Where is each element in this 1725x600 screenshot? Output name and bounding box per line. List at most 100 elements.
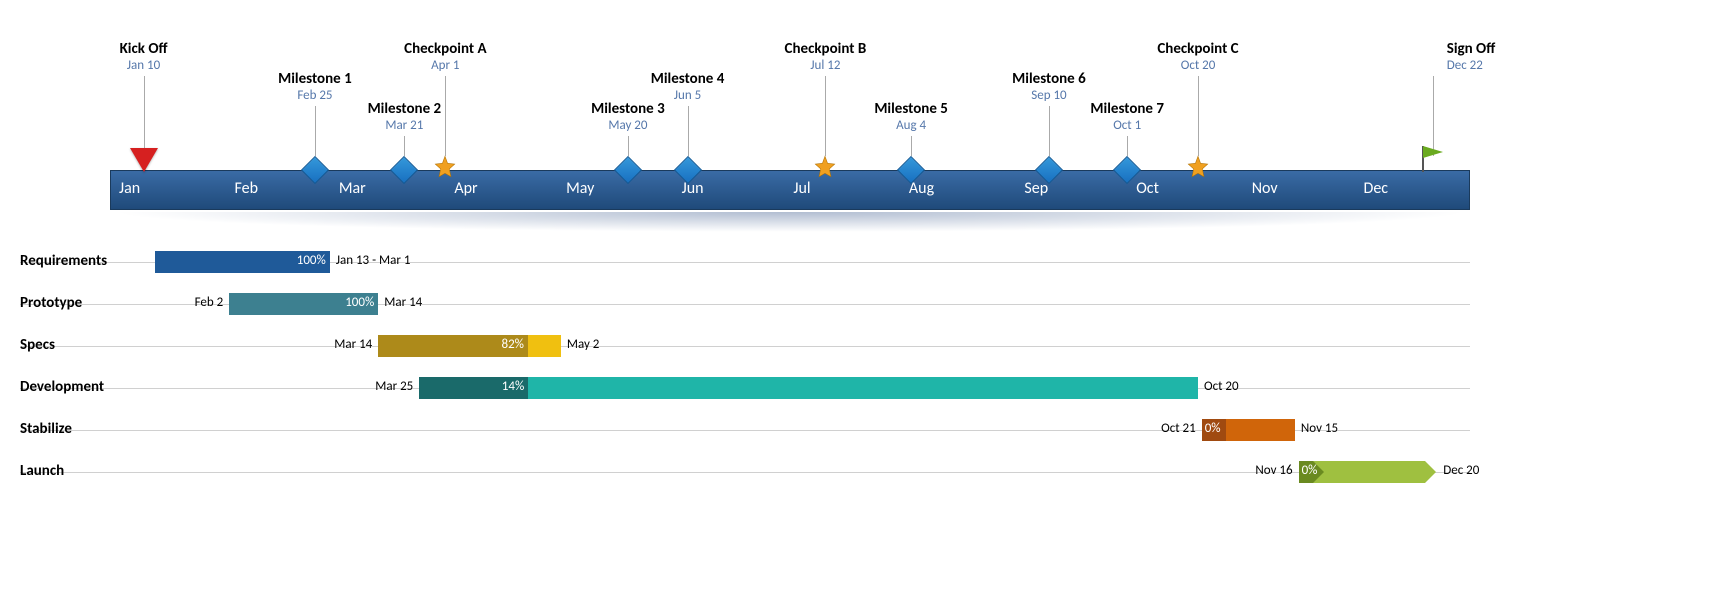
milestone-date: Aug 4 xyxy=(874,118,948,133)
month-label: Dec xyxy=(1363,179,1388,198)
task-percent: 100% xyxy=(297,253,326,268)
milestone-title: Checkpoint C xyxy=(1157,40,1238,58)
milestone-date: Feb 25 xyxy=(278,88,352,103)
milestone: Milestone 4Jun 5 xyxy=(651,70,725,103)
milestone-connector xyxy=(144,76,145,156)
month-label: Jul xyxy=(793,179,810,198)
task-label: Launch xyxy=(20,462,64,480)
milestone: Milestone 5Aug 4 xyxy=(874,100,948,133)
milestone-connector xyxy=(1198,76,1199,156)
milestone-date: Jan 10 xyxy=(120,58,168,73)
task-end-date: Dec 20 xyxy=(1443,463,1479,478)
task-percent: 100% xyxy=(345,295,374,310)
task-bar: 14% xyxy=(419,377,1198,399)
task-bar-progress: 100% xyxy=(229,293,378,315)
milestone: Milestone 3May 20 xyxy=(591,100,665,133)
milestone-connector xyxy=(315,106,316,156)
milestone-title: Sign Off xyxy=(1447,40,1495,58)
task-row: Prototype 100% Feb 2 Mar 14 xyxy=(20,292,1700,316)
month-label: Jan xyxy=(119,179,140,198)
milestone-connector xyxy=(1127,136,1128,156)
milestone: Milestone 1Feb 25 xyxy=(278,70,352,103)
milestone-date: Jul 12 xyxy=(785,58,867,73)
milestone-date: Dec 22 xyxy=(1447,58,1495,73)
task-percent: 82% xyxy=(501,337,523,352)
flag-icon xyxy=(1419,144,1447,174)
star-icon xyxy=(812,154,838,180)
milestone-date: Oct 1 xyxy=(1090,118,1164,133)
milestone-title: Milestone 4 xyxy=(651,70,725,88)
task-end-date: Jan 13 - Mar 1 xyxy=(336,253,411,268)
milestone: Checkpoint COct 20 xyxy=(1157,40,1238,73)
milestone-connector xyxy=(911,136,912,156)
milestone-title: Milestone 2 xyxy=(368,100,442,118)
milestone-title: Kick Off xyxy=(120,40,168,58)
task-bar-progress: 82% xyxy=(378,335,528,357)
task-label: Requirements xyxy=(20,252,107,270)
milestone-connector xyxy=(404,136,405,156)
month-label: Feb xyxy=(235,179,258,198)
milestone-date: Jun 5 xyxy=(651,88,725,103)
task-row: Specs82%Mar 14May 2 xyxy=(20,334,1700,358)
milestone: Milestone 7Oct 1 xyxy=(1090,100,1164,133)
triangle-down-icon xyxy=(130,148,158,172)
milestone-connector xyxy=(628,136,629,156)
task-end-date: Mar 14 xyxy=(384,295,422,310)
task-percent: 0% xyxy=(1205,421,1222,436)
milestone: Checkpoint BJul 12 xyxy=(785,40,867,73)
task-row: Requirements 100% Jan 13 - Mar 1 xyxy=(20,250,1700,274)
task-label: Development xyxy=(20,378,104,396)
task-row: Launch 0% Nov 16 Dec 20 xyxy=(20,460,1700,484)
timeline-shadow xyxy=(110,212,1470,232)
task-baseline xyxy=(20,346,1470,347)
task-end-date: Oct 20 xyxy=(1204,379,1239,394)
task-start-date: Oct 21 xyxy=(1161,421,1196,436)
milestone-connector xyxy=(825,76,826,156)
task-start-date: Nov 16 xyxy=(1255,463,1292,478)
task-label: Stabilize xyxy=(20,420,72,438)
milestone: Kick OffJan 10 xyxy=(120,40,168,73)
task-bar: 100% xyxy=(155,251,330,273)
task-start-date: Mar 25 xyxy=(375,379,413,394)
milestone-title: Milestone 7 xyxy=(1090,100,1164,118)
task-row: Stabilize 0% Oct 21 Nov 15 xyxy=(20,418,1700,442)
milestone-date: Sep 10 xyxy=(1012,88,1086,103)
month-label: Nov xyxy=(1252,179,1278,198)
task-row: Development 14% Mar 25 Oct 20 xyxy=(20,376,1700,400)
milestone-title: Milestone 1 xyxy=(278,70,352,88)
milestone: Checkpoint AApr 1 xyxy=(404,40,486,73)
month-label: Mar xyxy=(339,179,366,198)
star-icon xyxy=(432,154,458,180)
task-bar: 82% xyxy=(378,335,561,357)
task-bar-progress: 0% xyxy=(1299,461,1313,483)
milestone-connector xyxy=(1049,106,1050,156)
task-bar: 0% xyxy=(1202,419,1295,441)
task-bar: 100% xyxy=(229,293,378,315)
milestone: Milestone 6Sep 10 xyxy=(1012,70,1086,103)
task-bar-progress: 14% xyxy=(419,377,528,399)
milestone-date: Oct 20 xyxy=(1157,58,1238,73)
task-baseline xyxy=(20,472,1470,473)
month-label: May xyxy=(566,179,594,198)
star-icon xyxy=(1185,154,1211,180)
milestone-title: Milestone 6 xyxy=(1012,70,1086,88)
task-bar-progress: 0% xyxy=(1202,419,1226,441)
task-end-date: May 2 xyxy=(567,337,600,352)
milestone-connector xyxy=(445,76,446,156)
month-label: Oct xyxy=(1136,179,1159,198)
milestone: Sign OffDec 22 xyxy=(1447,40,1495,73)
milestone-title: Checkpoint A xyxy=(404,40,486,58)
month-label: Sep xyxy=(1024,179,1048,198)
task-end-date: Nov 15 xyxy=(1301,421,1338,436)
milestone-date: May 20 xyxy=(591,118,665,133)
milestone-connector xyxy=(688,106,689,156)
task-bar-progress: 100% xyxy=(155,251,330,273)
task-percent: 0% xyxy=(1302,463,1309,478)
milestone-title: Milestone 5 xyxy=(874,100,948,118)
month-label: Apr xyxy=(454,179,477,198)
milestone: Milestone 2Mar 21 xyxy=(368,100,442,133)
task-start-date: Feb 2 xyxy=(195,295,224,310)
task-percent: 14% xyxy=(502,379,524,394)
task-label: Prototype xyxy=(20,294,82,312)
milestone-date: Apr 1 xyxy=(404,58,486,73)
